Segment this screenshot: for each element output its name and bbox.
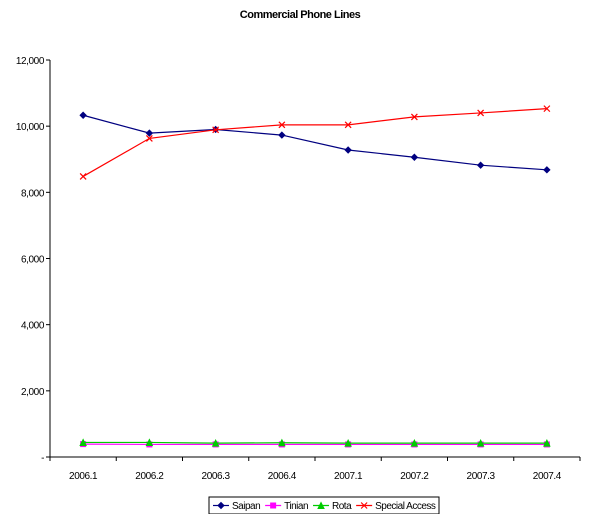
x-tick-label: 2007.1 <box>334 471 363 482</box>
chart-title: Commercial Phone Lines <box>240 9 361 21</box>
legend-label: Saipan <box>232 501 260 512</box>
data-point <box>271 503 276 508</box>
y-tick-label: 12,000 <box>16 56 45 67</box>
x-tick-label: 2006.4 <box>268 471 297 482</box>
x-tick-label: 2006.2 <box>135 471 164 482</box>
legend: Saipan Tinian Rota Special Access <box>209 497 439 514</box>
data-point <box>345 147 351 153</box>
data-point <box>544 167 550 173</box>
data-point <box>279 132 285 138</box>
y-tick-label: 10,000 <box>16 122 45 133</box>
data-point <box>80 112 86 118</box>
data-point <box>411 154 417 160</box>
y-tick-label: 2,000 <box>21 387 45 398</box>
legend-label: Tinian <box>284 501 308 512</box>
x-tick-label: 2006.3 <box>202 471 231 482</box>
x-tick-label: 2007.4 <box>533 471 562 482</box>
x-tick-label: 2007.2 <box>400 471 429 482</box>
legend-label: Special Access <box>375 501 436 512</box>
y-tick-label: 6,000 <box>21 255 45 266</box>
series-lines <box>80 106 550 447</box>
series-rota <box>80 439 550 446</box>
x-tick-label: 2006.1 <box>69 471 98 482</box>
data-point <box>80 173 86 179</box>
y-tick-label: 8,000 <box>21 188 45 199</box>
data-point <box>146 130 152 136</box>
series-saipan <box>80 112 550 173</box>
y-tick-label: - <box>41 453 44 464</box>
series-line <box>83 115 547 170</box>
series-line <box>83 442 547 443</box>
data-point <box>478 162 484 168</box>
legend-label: Rota <box>332 501 352 512</box>
y-tick-label: 4,000 <box>21 321 45 332</box>
x-tick-label: 2007.3 <box>467 471 496 482</box>
